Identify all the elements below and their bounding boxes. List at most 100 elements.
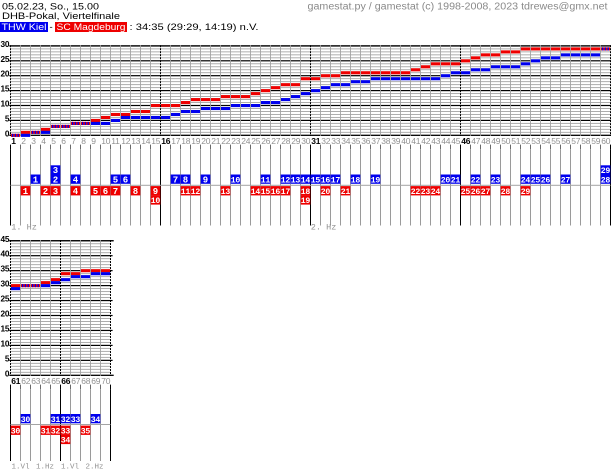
svg-text:24: 24 xyxy=(431,188,441,197)
svg-text:9: 9 xyxy=(91,136,96,146)
svg-text:1. Hz: 1. Hz xyxy=(11,223,37,233)
svg-text:14: 14 xyxy=(251,188,261,197)
svg-text:9: 9 xyxy=(203,175,208,185)
svg-text:18: 18 xyxy=(301,188,311,197)
svg-text:: 34:35 (29:29, 14:19) n.V.: : 34:35 (29:29, 14:19) n.V. xyxy=(130,22,259,33)
svg-text:17: 17 xyxy=(171,136,180,146)
svg-text:30: 30 xyxy=(301,136,310,146)
svg-text:1.Vl: 1.Vl xyxy=(61,464,80,471)
svg-text:32: 32 xyxy=(321,136,330,146)
svg-text:24: 24 xyxy=(521,176,531,185)
svg-text:33: 33 xyxy=(331,136,340,146)
svg-text:5: 5 xyxy=(113,175,118,185)
svg-text:8: 8 xyxy=(81,136,86,146)
svg-text:19: 19 xyxy=(191,136,200,146)
svg-text:20: 20 xyxy=(321,188,331,197)
svg-text:24: 24 xyxy=(241,136,250,146)
svg-text:69: 69 xyxy=(91,376,100,386)
svg-text:1.Hz: 1.Hz xyxy=(36,464,54,471)
svg-text:50: 50 xyxy=(501,136,510,146)
svg-text:57: 57 xyxy=(571,136,580,146)
svg-text:DHB-Pokal, Viertelfinale: DHB-Pokal, Viertelfinale xyxy=(2,11,120,22)
svg-text:70: 70 xyxy=(101,376,110,386)
svg-text:34: 34 xyxy=(91,416,101,425)
svg-text:45: 45 xyxy=(451,136,460,146)
svg-text:19: 19 xyxy=(371,176,381,185)
svg-text:1: 1 xyxy=(23,187,29,197)
svg-text:6: 6 xyxy=(61,136,66,146)
svg-text:21: 21 xyxy=(341,188,351,197)
svg-text:29: 29 xyxy=(521,188,531,197)
svg-text:46: 46 xyxy=(461,136,470,146)
svg-text:44: 44 xyxy=(441,136,450,146)
svg-text:29: 29 xyxy=(291,136,300,146)
svg-text:23: 23 xyxy=(491,176,501,185)
svg-text:12: 12 xyxy=(121,136,130,146)
svg-text:30: 30 xyxy=(21,416,31,425)
svg-text:4: 4 xyxy=(73,187,79,197)
svg-text:16: 16 xyxy=(321,176,331,185)
svg-text:51: 51 xyxy=(511,136,520,146)
svg-text:4: 4 xyxy=(73,175,79,185)
svg-text:3: 3 xyxy=(31,136,36,146)
svg-text:2: 2 xyxy=(53,175,58,185)
svg-text:1.Vl: 1.Vl xyxy=(12,464,31,471)
svg-text:33: 33 xyxy=(61,427,71,436)
svg-text:42: 42 xyxy=(421,136,430,146)
svg-text:1: 1 xyxy=(11,136,16,146)
svg-text:62: 62 xyxy=(21,376,30,386)
svg-text:34: 34 xyxy=(61,437,71,446)
svg-text:59: 59 xyxy=(591,136,600,146)
svg-text:21: 21 xyxy=(211,136,220,146)
svg-text:20: 20 xyxy=(1,69,10,79)
svg-text:31: 31 xyxy=(311,136,320,146)
svg-text:19: 19 xyxy=(301,197,311,206)
svg-text:7: 7 xyxy=(173,175,178,185)
svg-text:31: 31 xyxy=(41,427,51,436)
svg-text:48: 48 xyxy=(481,136,490,146)
svg-text:20: 20 xyxy=(201,136,210,146)
svg-text:66: 66 xyxy=(61,376,70,386)
svg-text:60: 60 xyxy=(601,136,610,146)
svg-text:32: 32 xyxy=(51,427,61,436)
svg-text:58: 58 xyxy=(581,136,590,146)
svg-text:23: 23 xyxy=(421,188,431,197)
svg-text:56: 56 xyxy=(561,136,570,146)
svg-text:36: 36 xyxy=(361,136,370,146)
svg-text:20: 20 xyxy=(1,309,10,319)
svg-text:52: 52 xyxy=(521,136,530,146)
svg-text:37: 37 xyxy=(371,136,380,146)
svg-text:27: 27 xyxy=(271,136,280,146)
svg-text:10: 10 xyxy=(1,338,10,348)
svg-text:26: 26 xyxy=(541,176,551,185)
svg-text:30: 30 xyxy=(1,39,10,49)
svg-text:4: 4 xyxy=(41,136,46,146)
svg-text:11: 11 xyxy=(111,136,120,146)
svg-text:43: 43 xyxy=(431,136,440,146)
svg-text:15: 15 xyxy=(1,84,10,94)
svg-text:34: 34 xyxy=(341,136,350,146)
svg-text:17: 17 xyxy=(281,188,291,197)
svg-text:26: 26 xyxy=(471,188,481,197)
svg-text:22: 22 xyxy=(411,188,421,197)
svg-text:55: 55 xyxy=(551,136,560,146)
svg-text:16: 16 xyxy=(161,136,170,146)
svg-text:18: 18 xyxy=(351,176,361,185)
svg-text:12: 12 xyxy=(191,188,201,197)
svg-text:27: 27 xyxy=(561,176,571,185)
svg-text:22: 22 xyxy=(221,136,230,146)
svg-text:53: 53 xyxy=(531,136,540,146)
svg-text:28: 28 xyxy=(281,136,290,146)
svg-text:1: 1 xyxy=(33,175,39,185)
svg-text:29: 29 xyxy=(601,167,611,176)
svg-text:12: 12 xyxy=(281,176,291,185)
svg-text:8: 8 xyxy=(183,175,188,185)
svg-text:25: 25 xyxy=(531,176,541,185)
svg-text:31: 31 xyxy=(51,416,61,425)
svg-text:20: 20 xyxy=(441,176,451,185)
svg-text:10: 10 xyxy=(1,99,10,109)
svg-text:35: 35 xyxy=(81,427,91,436)
svg-text:15: 15 xyxy=(261,188,271,197)
svg-text:68: 68 xyxy=(81,376,90,386)
svg-text:0: 0 xyxy=(5,128,10,138)
